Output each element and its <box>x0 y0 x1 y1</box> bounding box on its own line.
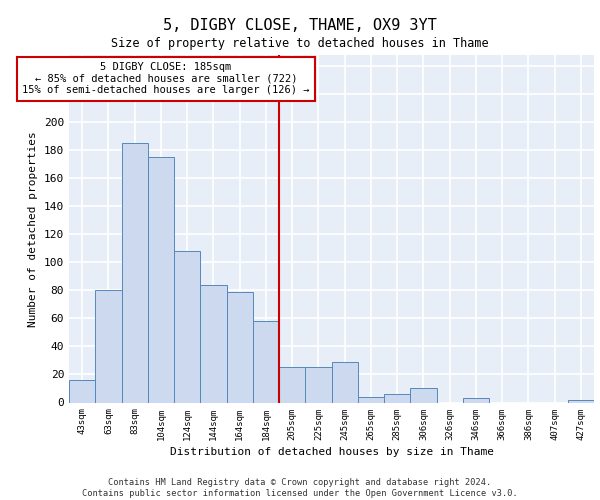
Bar <box>253 321 279 402</box>
Bar <box>463 398 489 402</box>
X-axis label: Distribution of detached houses by size in Thame: Distribution of detached houses by size … <box>170 446 493 456</box>
Bar <box>384 394 410 402</box>
Text: 5, DIGBY CLOSE, THAME, OX9 3YT: 5, DIGBY CLOSE, THAME, OX9 3YT <box>163 18 437 32</box>
Text: 5 DIGBY CLOSE: 185sqm
← 85% of detached houses are smaller (722)
15% of semi-det: 5 DIGBY CLOSE: 185sqm ← 85% of detached … <box>22 62 310 96</box>
Bar <box>331 362 358 403</box>
Text: Size of property relative to detached houses in Thame: Size of property relative to detached ho… <box>111 38 489 51</box>
Bar <box>358 397 384 402</box>
Bar <box>568 400 594 402</box>
Bar <box>95 290 121 403</box>
Bar <box>148 158 174 402</box>
Bar <box>227 292 253 403</box>
Bar <box>121 144 148 402</box>
Bar <box>279 368 305 402</box>
Bar <box>69 380 95 402</box>
Text: Contains HM Land Registry data © Crown copyright and database right 2024.
Contai: Contains HM Land Registry data © Crown c… <box>82 478 518 498</box>
Bar <box>305 368 331 402</box>
Bar <box>410 388 437 402</box>
Y-axis label: Number of detached properties: Number of detached properties <box>28 131 38 326</box>
Bar <box>200 285 227 403</box>
Bar <box>174 251 200 402</box>
